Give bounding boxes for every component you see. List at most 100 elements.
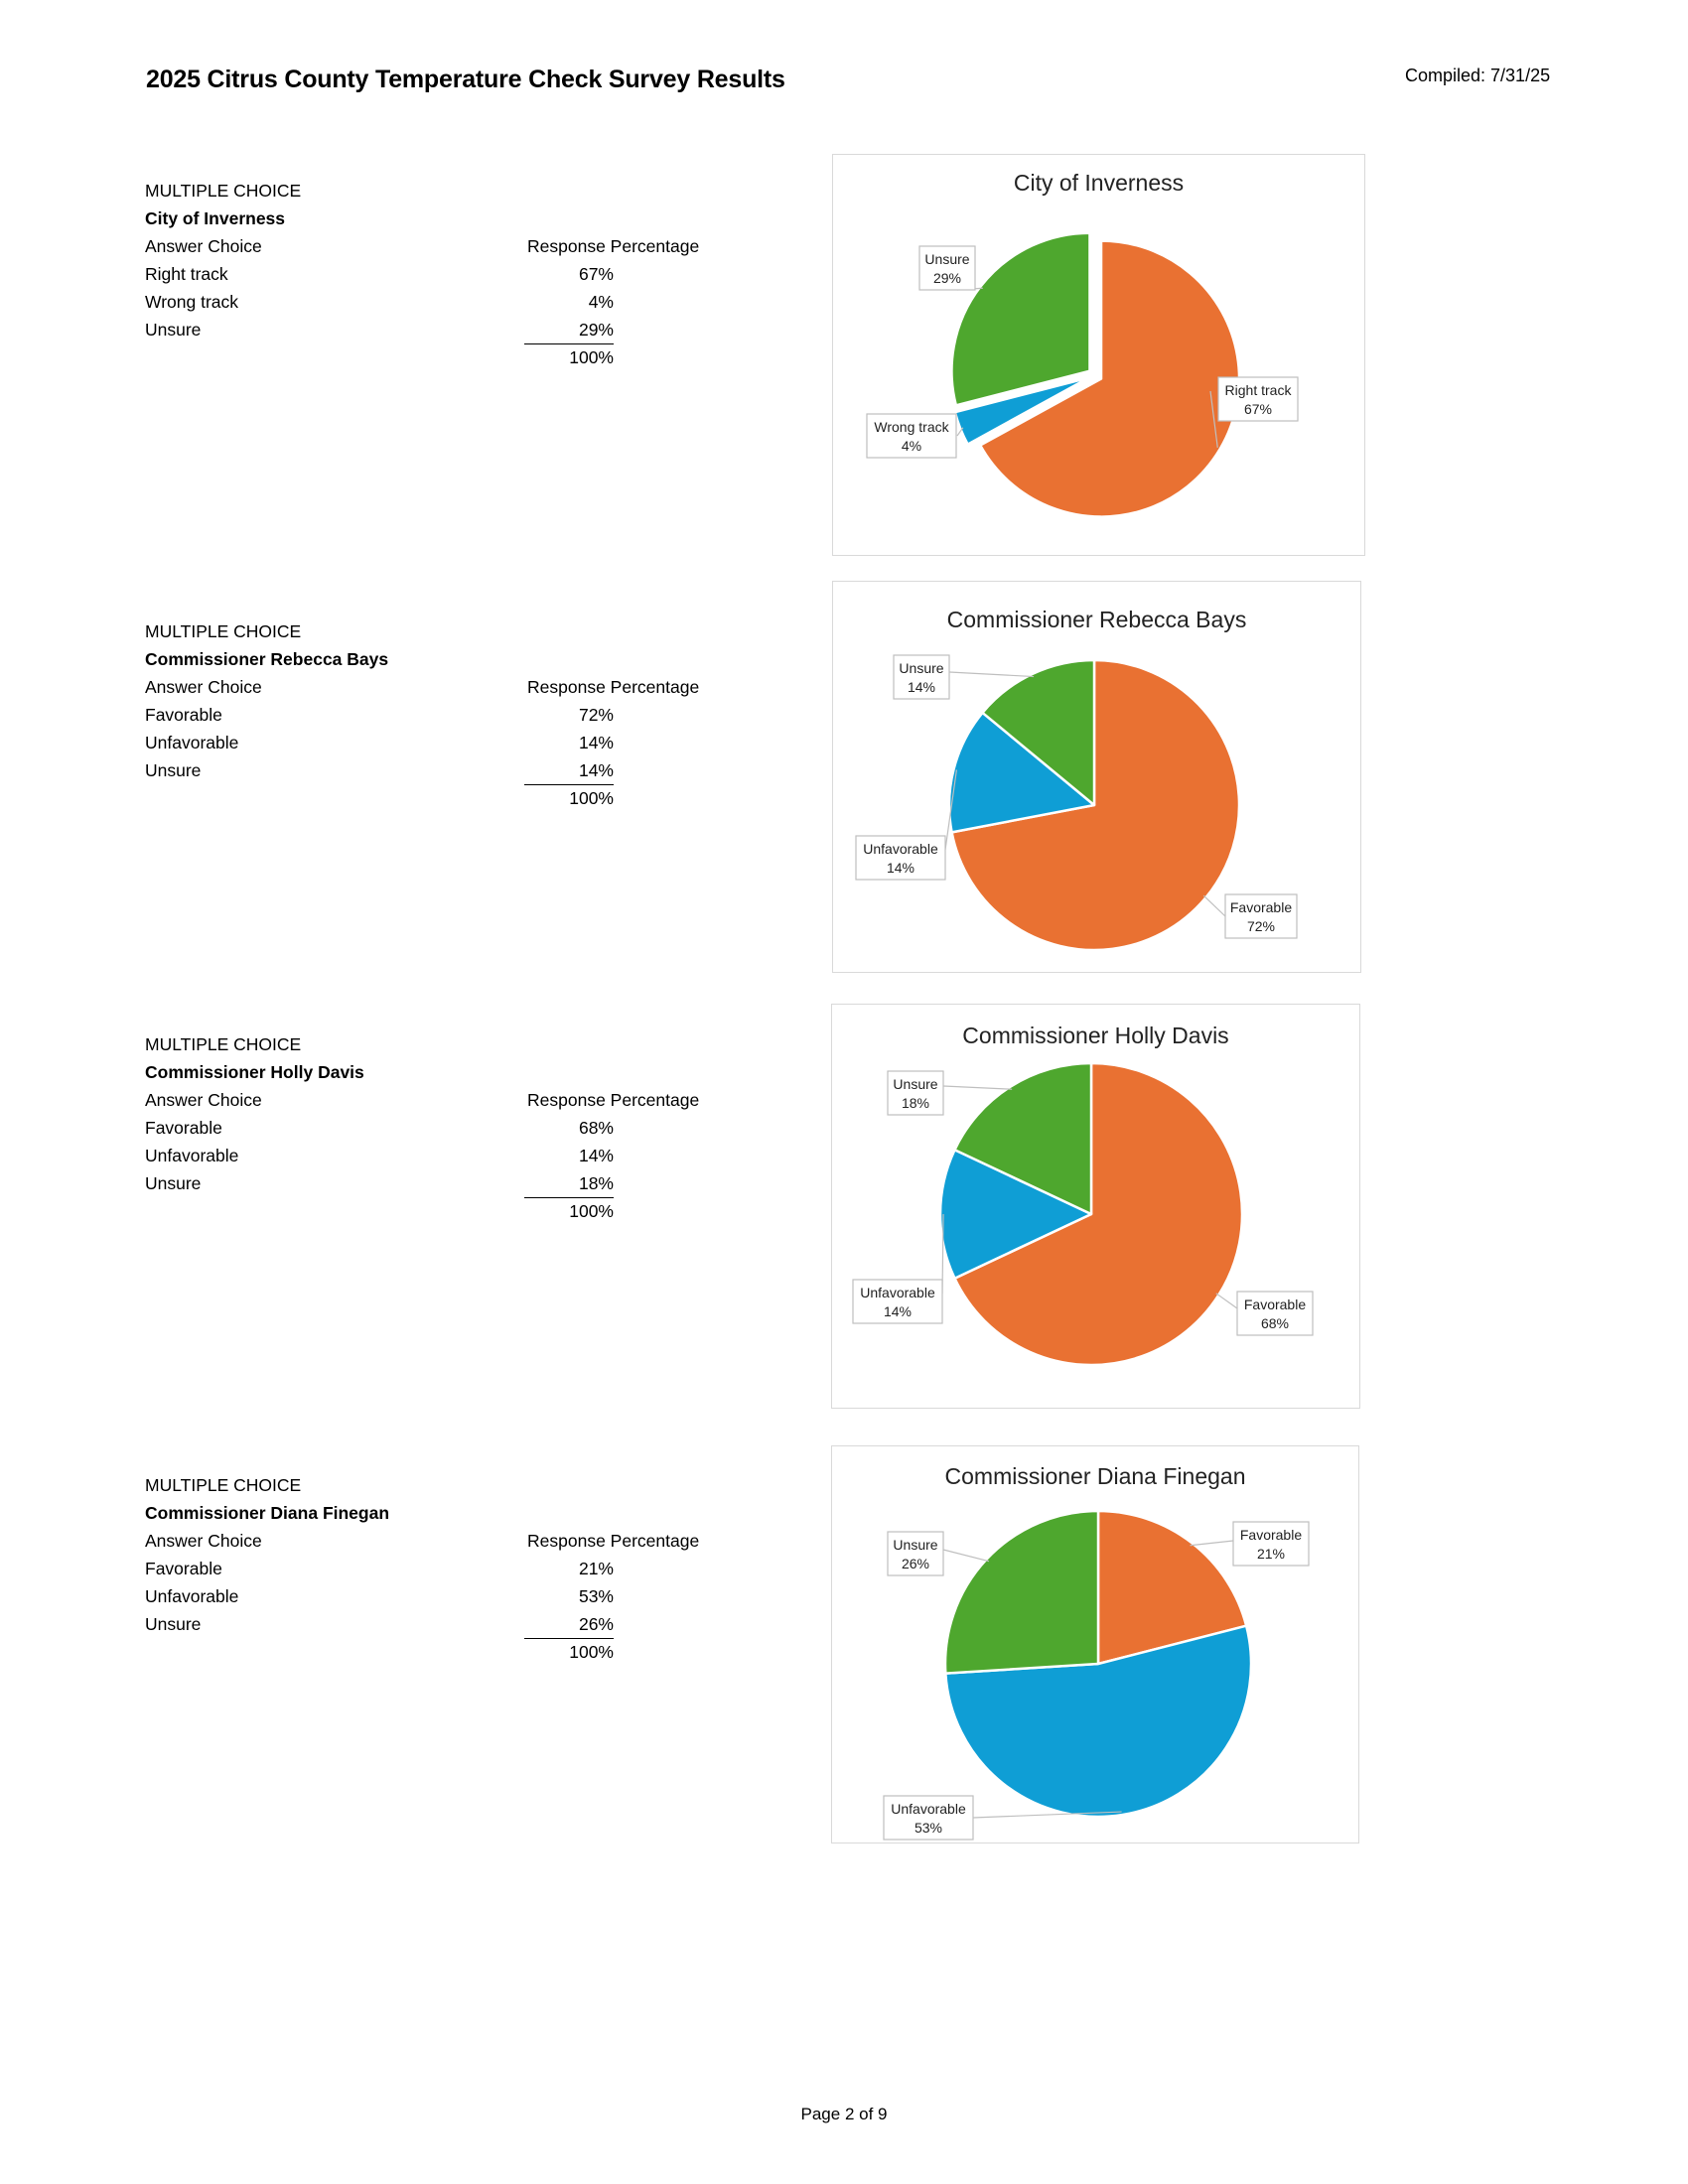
table-row: Favorable 21% <box>145 1555 721 1582</box>
table-row: Unfavorable 53% <box>145 1582 721 1610</box>
survey-section: MULTIPLE CHOICE Commissioner Rebecca Bays… <box>145 617 721 812</box>
question-type: MULTIPLE CHOICE <box>145 1475 302 1495</box>
response-percentage: 29% <box>524 316 614 344</box>
leader-line <box>1209 390 1218 448</box>
answer-choice: Favorable <box>145 1559 222 1578</box>
answer-choice: Wrong track <box>145 292 239 312</box>
leader-line <box>956 427 964 437</box>
pie-chart-holly-davis: Commissioner Holly Davis Favorable 68% Unfa… <box>831 1004 1360 1409</box>
chart-title: Commissioner Rebecca Bays <box>947 607 1247 632</box>
response-percentage: 18% <box>524 1169 614 1198</box>
pie-chart-inverness: City of Inverness Right track 67% Wrong tra… <box>832 154 1365 556</box>
answer-choice: Favorable <box>145 705 222 725</box>
response-percentage: 14% <box>578 733 614 752</box>
data-label-unsure: Unsure 14% <box>893 654 950 700</box>
data-label-category: Wrong track <box>874 419 949 435</box>
leader-line <box>972 1811 1122 1819</box>
data-label-box <box>1217 376 1299 422</box>
data-label-unfavorable: Unfavorable 14% <box>852 1279 943 1324</box>
response-total: 100% <box>569 788 614 808</box>
pie-slice-right-track <box>978 239 1241 518</box>
pie-slice-unsure <box>981 658 1096 807</box>
data-label-category: Unfavorable <box>860 1285 935 1300</box>
response-total: 100% <box>569 1201 614 1221</box>
response-percentage: 14% <box>578 1146 614 1165</box>
question-type: MULTIPLE CHOICE <box>145 181 302 201</box>
survey-section: MULTIPLE CHOICE City of Inverness Answer … <box>145 177 721 371</box>
page-number: Page 2 of 9 <box>800 2105 888 2123</box>
response-percentage: 21% <box>578 1559 614 1578</box>
table-header: Answer Choice Response Percentage <box>145 232 721 260</box>
leader-line <box>1215 1293 1238 1309</box>
page-title: 2025 Citrus County Temperature Check Sur… <box>146 66 785 93</box>
answer-choice: Favorable <box>145 1118 222 1138</box>
table-row: Unfavorable 14% <box>145 729 721 756</box>
data-label-box <box>1224 893 1298 939</box>
data-label-value: 26% <box>902 1556 929 1571</box>
question-type: MULTIPLE CHOICE <box>145 1034 302 1054</box>
data-label-category: Unsure <box>924 251 969 267</box>
data-label-unsure: Unsure 29% <box>918 245 976 291</box>
pie-slice-unfavorable <box>947 711 1096 834</box>
pie-chart-svg: Commissioner Holly Davis Favorable 68% Unfa… <box>852 1023 1314 1367</box>
table-row: Right track 67% <box>145 260 721 288</box>
table-row: Unsure 29% <box>145 316 721 344</box>
data-label-value: 14% <box>884 1303 912 1319</box>
pie-slice-unfavorable <box>944 1624 1253 1819</box>
table-row: Unsure 18% <box>145 1169 721 1198</box>
pie-slice-unsure <box>950 231 1091 407</box>
answer-choice: Unsure <box>145 1614 202 1634</box>
answer-choice-header: Answer Choice <box>145 1531 262 1551</box>
question-title: City of Inverness <box>145 208 286 228</box>
pie-slice-favorable <box>1096 1509 1248 1666</box>
survey-section: MULTIPLE CHOICE Commissioner Holly Davis … <box>145 1030 721 1225</box>
data-label-right-track: Right track 67% <box>1217 376 1299 422</box>
data-label-category: Unsure <box>899 660 943 676</box>
table-header: Answer Choice Response Percentage <box>145 1086 721 1114</box>
question-type: MULTIPLE CHOICE <box>145 621 302 641</box>
table-row: Favorable 72% <box>145 701 721 729</box>
answer-choice-header: Answer Choice <box>145 1090 262 1110</box>
response-total: 100% <box>569 347 614 367</box>
data-label-value: 29% <box>933 270 961 286</box>
data-label-favorable: Favorable 72% <box>1224 893 1298 939</box>
data-label-category: Unfavorable <box>863 841 938 857</box>
data-label-wrong-track: Wrong track 4% <box>866 413 957 459</box>
table-row: Unfavorable 14% <box>145 1142 721 1169</box>
leader-line <box>942 1085 1013 1090</box>
data-label-value: 72% <box>1247 918 1275 934</box>
response-percentage: 14% <box>524 756 614 785</box>
pie-slice-unsure <box>943 1509 1100 1675</box>
data-label-value: 53% <box>914 1820 942 1836</box>
leader-line <box>942 1549 990 1563</box>
table-header: Answer Choice Response Percentage <box>145 673 721 701</box>
response-percentage-header: Response Percentage <box>527 1531 700 1551</box>
data-label-category: Favorable <box>1230 899 1292 915</box>
leader-line <box>1202 894 1226 917</box>
data-label-value: 14% <box>908 679 935 695</box>
compiled-date: Compiled: 7/31/25 <box>1405 66 1551 85</box>
table-header: Answer Choice Response Percentage <box>145 1527 721 1555</box>
data-label-unfavorable: Unfavorable 14% <box>855 835 946 881</box>
answer-choice: Unsure <box>145 1173 202 1193</box>
data-label-unfavorable: Unfavorable 53% <box>883 1795 974 1841</box>
chart-title: City of Inverness <box>1014 170 1184 196</box>
pie-chart-rebecca-bays: Commissioner Rebecca Bays Favorable 72% Unf… <box>832 581 1361 973</box>
answer-choice: Right track <box>145 264 228 284</box>
data-label-favorable: Favorable 68% <box>1236 1291 1314 1336</box>
data-label-value: 21% <box>1257 1546 1285 1562</box>
data-label-category: Unsure <box>893 1076 937 1092</box>
leader-line <box>1190 1540 1234 1547</box>
data-label-unsure: Unsure 18% <box>887 1070 944 1116</box>
table-row: Unsure 26% <box>145 1610 721 1639</box>
response-percentage-header: Response Percentage <box>527 677 700 697</box>
data-label-category: Unsure <box>893 1537 937 1553</box>
data-label-box <box>887 1070 944 1116</box>
answer-choice: Unfavorable <box>145 1146 239 1165</box>
response-percentage: 68% <box>578 1118 614 1138</box>
chart-title: Commissioner Holly Davis <box>962 1023 1228 1048</box>
survey-section: MULTIPLE CHOICE Commissioner Diana Finega… <box>145 1471 721 1666</box>
table-total-row: 100% <box>145 784 721 812</box>
data-label-box <box>887 1531 944 1576</box>
chart-title: Commissioner Diana Finegan <box>945 1463 1246 1489</box>
